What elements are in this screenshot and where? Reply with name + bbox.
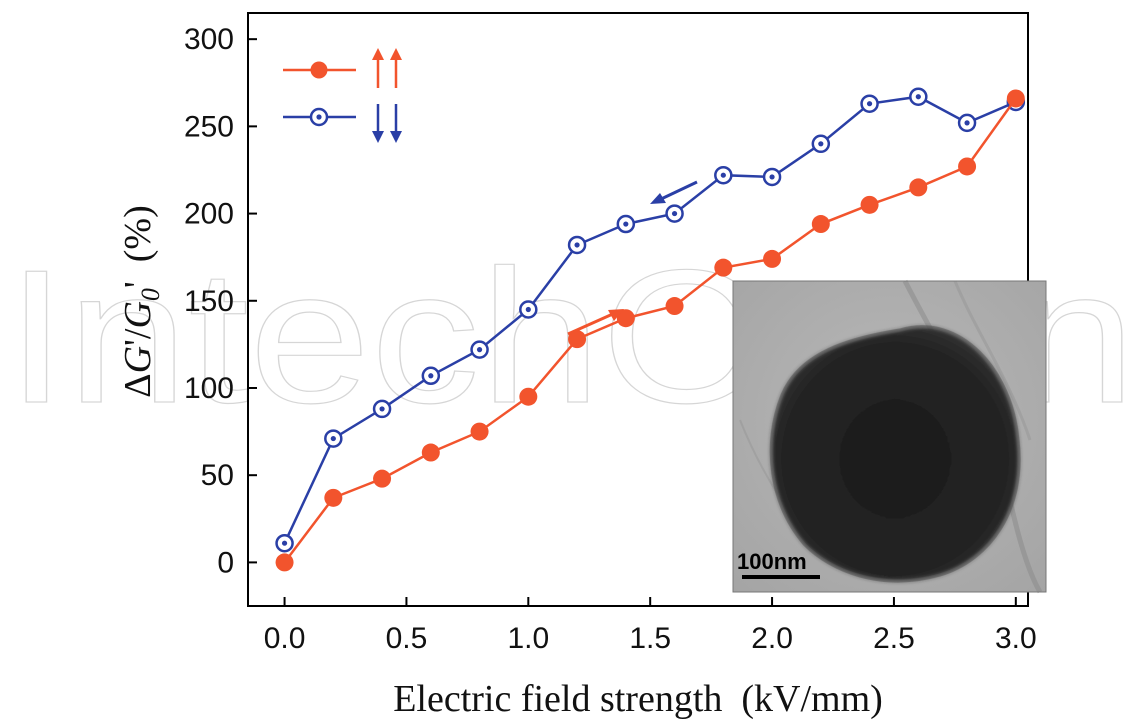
x-tick-label: 1.0	[507, 622, 549, 655]
data-point	[762, 167, 782, 187]
data-point	[909, 87, 928, 106]
data-point	[372, 399, 392, 419]
data-point	[324, 429, 343, 448]
x-tick-label: 2.0	[751, 622, 793, 655]
legend-up-arrows-icon	[372, 48, 402, 88]
legend-entry-up	[283, 48, 402, 88]
series-increasing	[275, 89, 1025, 572]
data-point	[616, 309, 635, 328]
data-point	[909, 178, 928, 197]
data-point	[275, 553, 294, 572]
decreasing-arrow-annotation	[650, 180, 698, 204]
data-point	[665, 297, 684, 316]
data-point	[324, 488, 343, 507]
x-axis-title: Electric field strength (kV/mm)	[393, 678, 883, 720]
data-point	[714, 258, 733, 277]
data-point	[860, 195, 879, 214]
y-tick-label: 200	[184, 198, 234, 231]
data-point	[567, 235, 587, 255]
legend-entry-down	[283, 104, 402, 143]
increasing-arrow-annotation	[567, 309, 624, 336]
data-point	[957, 113, 977, 133]
series-line	[283, 95, 1017, 544]
y-tick-label: 300	[184, 23, 234, 56]
scale-bar-label: 100nm	[737, 549, 807, 574]
data-point	[860, 94, 879, 113]
series-line	[283, 97, 1017, 564]
data-point	[958, 157, 977, 176]
data-point	[811, 134, 831, 154]
data-point	[714, 165, 733, 185]
data-point	[665, 204, 684, 223]
legend-down-arrows-icon	[372, 104, 402, 143]
y-tick-label: 50	[201, 459, 234, 492]
y-tick-label: 0	[217, 546, 234, 579]
data-point	[470, 422, 489, 441]
y-tick-label: 150	[184, 285, 234, 318]
scale-bar	[742, 575, 820, 579]
data-point	[275, 533, 294, 553]
data-point	[421, 366, 441, 386]
legend	[283, 48, 402, 143]
data-point	[373, 469, 392, 488]
x-tick-label: 3.0	[995, 622, 1037, 655]
data-point	[763, 249, 782, 268]
x-tick-label: 2.5	[873, 622, 915, 655]
data-point	[519, 300, 538, 319]
x-tick-label: 0.5	[386, 622, 428, 655]
y-tick-label: 100	[184, 372, 234, 405]
data-point	[568, 330, 587, 349]
x-tick-label: 1.5	[629, 622, 671, 655]
data-point	[616, 214, 636, 234]
data-point	[811, 215, 830, 234]
y-axis-title: ΔG'/G0' (%)	[117, 177, 165, 444]
data-point	[1006, 89, 1025, 108]
inset-image: 100nm	[732, 279, 1047, 594]
x-tick-label: 0.0	[264, 622, 306, 655]
y-axis: 0 50 100 150 200 250 300	[184, 23, 257, 579]
data-point	[470, 340, 489, 359]
data-point	[519, 387, 538, 406]
y-tick-label: 250	[184, 110, 234, 143]
series-layer	[275, 87, 1026, 572]
data-point	[421, 443, 440, 462]
x-axis: 0.0 0.5 1.0 1.5 2.0 2.5 3.0	[264, 597, 1037, 655]
